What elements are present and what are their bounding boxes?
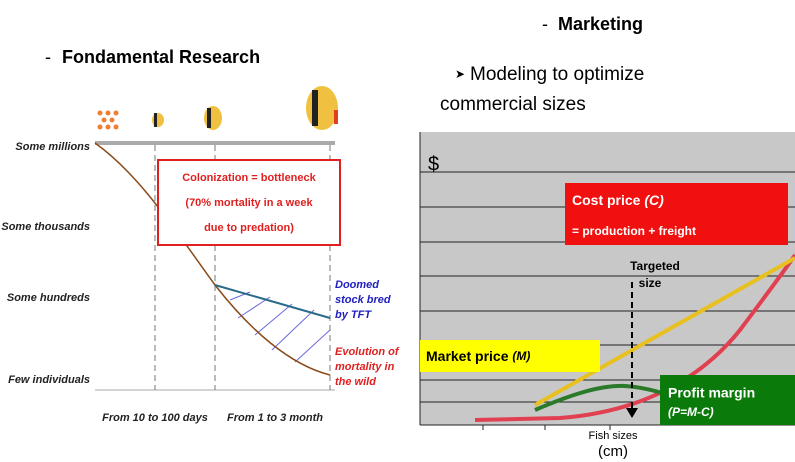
cost-symbol: (C): [644, 192, 664, 208]
profit-curve: [534, 383, 663, 412]
y-label: Some hundreds: [7, 292, 90, 304]
box-line: due to predation): [204, 222, 294, 234]
bottleneck-box: [157, 159, 341, 246]
red-note: Evolution of: [335, 346, 400, 358]
target-label: Targeted: [630, 259, 680, 273]
cost-title: Cost price (C): [572, 192, 664, 208]
cost-title-text: Cost price: [572, 192, 641, 208]
arrow-head: [626, 408, 638, 418]
x-unit: (cm): [598, 443, 628, 460]
blue-note: Doomed: [335, 279, 379, 291]
dash: -: [45, 47, 51, 67]
dash: -: [542, 14, 548, 34]
bullet-text: Modeling to optimize: [470, 64, 644, 85]
right-heading: Marketing: [558, 14, 643, 34]
market-symbol: (M): [512, 349, 530, 363]
hatching: [229, 291, 331, 363]
bullet-mark: ➤: [455, 67, 465, 81]
profit-title: Profit margin: [668, 385, 755, 401]
fish-icons: [97, 86, 338, 130]
bullet-text: commercial sizes: [440, 94, 586, 115]
blue-note: stock bred: [335, 294, 391, 306]
profit-box: [660, 375, 795, 425]
tft-line: [214, 284, 331, 319]
left-heading: Fondamental Research: [62, 47, 260, 67]
market-box: [420, 340, 600, 372]
market-label: Market price (M): [426, 348, 530, 364]
target-label: size: [639, 276, 662, 290]
x-label: Fish sizes: [589, 430, 638, 442]
y-label: Some millions: [15, 141, 90, 153]
currency: $: [428, 153, 439, 175]
blue-note: by TFT: [335, 309, 372, 321]
x-label: From 10 to 100 days: [102, 412, 208, 424]
mortality-curve: [94, 142, 331, 376]
market-line: [534, 256, 795, 407]
market-title: Market price: [426, 348, 509, 364]
box-line: Colonization = bottleneck: [182, 172, 316, 184]
cost-curve: [474, 253, 795, 422]
x-label: From 1 to 3 month: [227, 412, 323, 424]
profit-symbol: (P=M-C): [668, 405, 714, 419]
cost-box: [565, 183, 788, 245]
y-label: Some thousands: [1, 221, 90, 233]
red-note: mortality in: [335, 361, 395, 373]
cost-detail: = production + freight: [572, 224, 696, 238]
red-note: the wild: [335, 376, 376, 388]
y-label: Few individuals: [8, 374, 90, 386]
box-line: (70% mortality in a week: [185, 197, 313, 209]
